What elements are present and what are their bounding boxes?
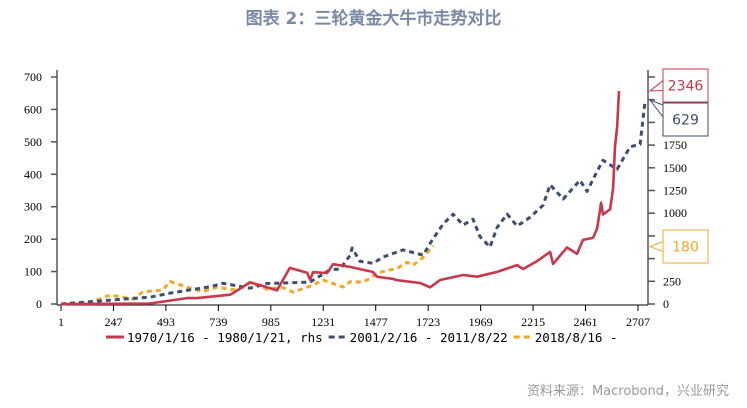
series-line-2 (60, 244, 435, 306)
right-y-tick-label: 0 (663, 297, 669, 311)
chart-title: 图表 2：三轮黄金大牛市走势对比 (245, 9, 502, 29)
right-y-tick-label: 1500 (663, 161, 687, 175)
x-tick-label: 2461 (574, 315, 598, 329)
x-tick-label: 493 (157, 315, 175, 329)
left-y-tick-label: 400 (24, 167, 42, 181)
end-label-box (662, 229, 709, 264)
x-tick-label: 1969 (469, 315, 493, 329)
x-tick-label: 985 (262, 315, 280, 329)
end-label-box (662, 68, 709, 103)
right-y-tick-label: 1250 (663, 184, 687, 198)
source-note: 资料来源：Macrobond，兴业研究 (526, 384, 729, 399)
end-label-value: 2346 (668, 79, 704, 95)
end-label-gap (663, 242, 665, 251)
end-label-pointer (648, 98, 664, 118)
x-tick-label: 1723 (416, 315, 440, 329)
end-label-value: 629 (672, 113, 699, 129)
right-y-tick-label: 1000 (663, 206, 687, 220)
end-label-box (662, 102, 709, 137)
x-tick-label: 1 (58, 315, 64, 329)
left-y-tick-label: 700 (24, 70, 42, 84)
left-y-tick-label: 100 (24, 265, 42, 279)
left-y-tick-label: 0 (36, 297, 42, 311)
end-label-gap (663, 81, 665, 90)
left-y-tick-label: 600 (24, 102, 42, 116)
end-label-value: 180 (672, 240, 699, 256)
right-y-tick-label: 250 (663, 274, 681, 288)
x-tick-label: 2215 (521, 315, 545, 329)
right-y-tick-label: 1750 (663, 138, 687, 152)
series-line-0 (60, 90, 621, 306)
x-tick-label: 1231 (311, 315, 335, 329)
series-line-1 (60, 99, 647, 306)
left-y-tick-label: 300 (24, 200, 42, 214)
end-label-pointer (648, 80, 664, 92)
end-label-pointer (648, 241, 664, 252)
x-tick-label: 739 (209, 315, 227, 329)
left-y-tick-label: 500 (24, 135, 42, 149)
legend-label-1: 2001/2/16 - 2011/8/22 (350, 330, 508, 345)
legend-label-2: 2018/8/16 - (535, 330, 618, 345)
x-tick-label: 1477 (364, 315, 388, 329)
legend-label-0: 1970/1/16 - 1980/1/21, rhs (127, 330, 323, 345)
x-tick-label: 2707 (626, 315, 650, 329)
left-y-tick-label: 200 (24, 232, 42, 246)
x-tick-label: 247 (104, 315, 122, 329)
